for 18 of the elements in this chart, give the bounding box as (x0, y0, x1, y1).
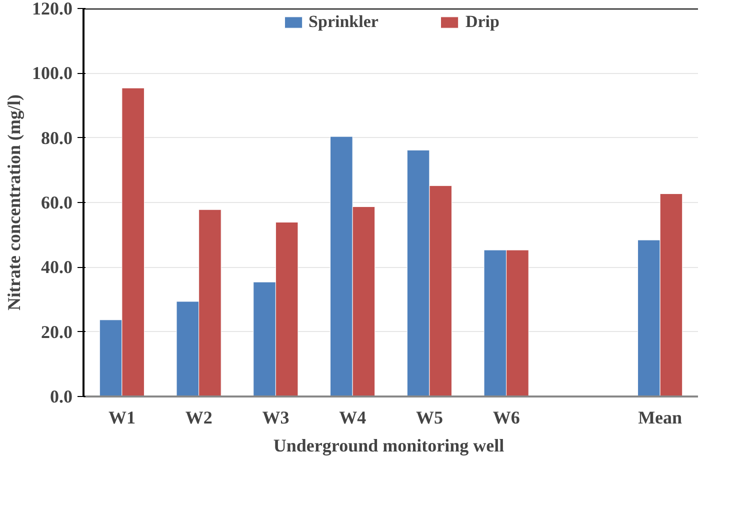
y-tick-label: 40.0 (41, 257, 72, 278)
legend-label: Sprinkler (308, 12, 378, 32)
y-tick-label: 100.0 (32, 63, 72, 84)
y-axis-title: Nitrate concentration (mg/l) (4, 94, 24, 310)
y-tick-label: 60.0 (41, 192, 72, 212)
x-tick-label: W5 (416, 408, 443, 428)
x-axis-title: Underground monitoring well (273, 436, 504, 456)
x-tick-label: Mean (638, 408, 682, 428)
y-tick-label: 20.0 (41, 322, 72, 342)
x-tick-label: W4 (339, 408, 366, 428)
y-tick-label: 120.0 (32, 0, 72, 18)
y-tick-label: 0.0 (50, 386, 72, 406)
x-tick-label: W6 (492, 408, 520, 428)
x-tick-label: W3 (262, 408, 290, 428)
x-tick-label: W2 (185, 408, 212, 428)
y-tick-label: 80.0 (41, 128, 72, 148)
x-tick-label: W1 (108, 408, 136, 428)
legend-label: Drip (465, 12, 500, 32)
